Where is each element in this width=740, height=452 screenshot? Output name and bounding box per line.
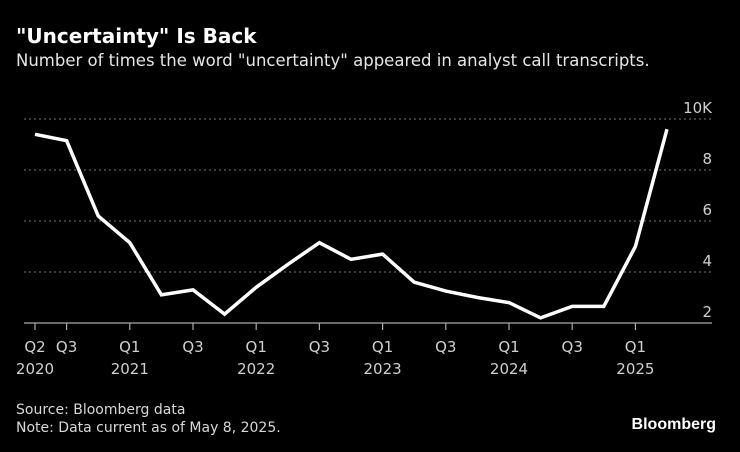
series-line (34, 128, 669, 320)
x-tick-year: 2022 (237, 360, 275, 378)
data-note: Note: Data current as of May 8, 2025. (16, 420, 281, 436)
bloomberg-logo: Bloomberg (631, 416, 716, 433)
x-tick-year: 2025 (616, 360, 654, 378)
x-tick-label: Q3 (435, 338, 456, 356)
y-tick-label: 6 (702, 201, 712, 219)
y-tick-label: 10K (683, 99, 713, 117)
x-tick-label: Q1 (119, 338, 140, 356)
y-tick-label: 2 (702, 303, 712, 321)
x-tick-label: Q1 (625, 338, 646, 356)
x-tick-label: Q3 (562, 338, 583, 356)
x-tick-label: Q1 (498, 338, 519, 356)
x-tick-year: 2020 (16, 360, 54, 378)
y-tick-label: 8 (702, 150, 712, 168)
x-tick-label: Q2 (24, 338, 45, 356)
x-tick-label: Q1 (372, 338, 393, 356)
x-tick-year: 2023 (364, 360, 402, 378)
x-tick-label: Q1 (246, 338, 267, 356)
y-tick-label: 4 (702, 252, 712, 270)
chart-title: "Uncertainty" Is Back (16, 24, 257, 48)
x-tick-year: 2021 (111, 360, 149, 378)
x-tick-label: Q3 (56, 338, 77, 356)
source-note: Source: Bloomberg data (16, 402, 186, 418)
x-tick-label: Q3 (182, 338, 203, 356)
x-tick-year: 2024 (490, 360, 528, 378)
chart-subtitle: Number of times the word "uncertainty" a… (16, 51, 650, 70)
x-tick-label: Q3 (309, 338, 330, 356)
